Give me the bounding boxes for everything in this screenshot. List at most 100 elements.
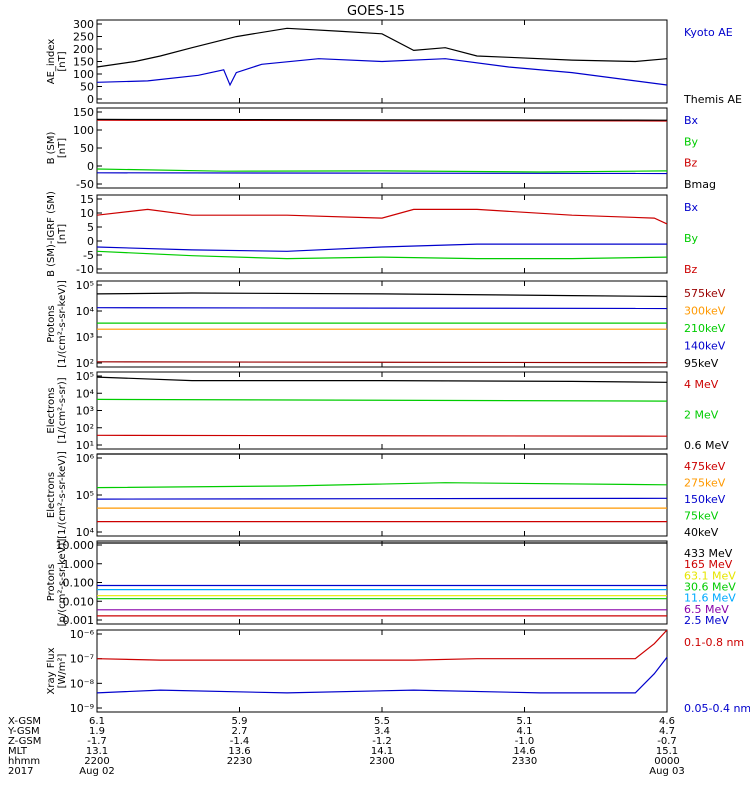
series-line-75kev	[96, 482, 668, 489]
legend-label: Bz	[684, 157, 698, 170]
y-axis-unit: [nT]	[57, 51, 68, 71]
y-tick-label: -5	[83, 249, 94, 262]
y-axis-unit: [nT]	[57, 138, 68, 158]
panel-frame	[96, 453, 668, 537]
y-tick-label: 10⁻⁹	[70, 702, 94, 715]
footer-value: 5.9	[232, 716, 248, 727]
panel-frame	[96, 540, 668, 625]
y-tick-label: 10⁴	[76, 387, 95, 400]
panel-2: 150 100 50 0 -50 B (SM) [nT] Bx By Bz Bmag	[46, 106, 716, 191]
legend-label: 210keV	[684, 322, 726, 335]
footer-row-label: X-GSM	[8, 716, 41, 727]
series-line-2-mev	[96, 398, 668, 402]
footer-value: 2230	[227, 756, 252, 767]
footer-row-label: Z-GSM	[8, 736, 41, 747]
figure-title: GOES-15	[347, 4, 405, 19]
footer-value: 0000	[654, 756, 679, 767]
y-tick-label: 5	[87, 221, 94, 234]
panel-8: 10⁻⁶ 10⁻⁷ 10⁻⁸ 10⁻⁹ Xray Flux [W/m²] 0.1-0.8 n…	[46, 628, 750, 715]
y-tick-label: 0	[87, 160, 94, 173]
y-axis-unit: [W/m²]	[57, 653, 68, 688]
y-tick-label: 10⁻⁷	[70, 653, 94, 666]
legend-label: 4 MeV	[684, 378, 719, 391]
y-tick-label: -10	[76, 263, 94, 276]
legend-label: 300keV	[684, 305, 726, 318]
panel-4: 10⁵ 10⁴ 10³ 10² Protons [1/(cm²-s-sr-keV)] 575…	[46, 279, 726, 370]
legend-label: Themis AE	[683, 93, 742, 106]
series-line-kyoto-ae	[96, 58, 668, 87]
y-tick-label: 10⁴	[76, 526, 95, 539]
legend-label: By	[684, 135, 699, 148]
y-axis-label: Electrons	[46, 472, 57, 518]
series-line-bz	[96, 119, 668, 122]
legend-label: 0.1-0.8 nm	[684, 636, 744, 649]
footer-row-label: Y-GSM	[7, 726, 40, 737]
legend-label: 275keV	[684, 477, 726, 490]
y-tick-label: 10⁻⁸	[70, 677, 95, 690]
legend-label: 11.6 MeV	[684, 592, 736, 605]
legend-label: Bx	[684, 201, 699, 214]
footer-value: -1.0	[515, 736, 535, 747]
panel-frame	[96, 629, 668, 713]
panel-6: 10⁶ 10⁵ 10⁴ Electrons [1/(cm²-s-sr-keV)] 475k…	[46, 451, 726, 539]
footer-value: 4.7	[659, 726, 675, 737]
y-tick-label: 10⁴	[76, 305, 95, 318]
y-tick-label: 150	[73, 56, 94, 69]
legend-label: 2 MeV	[684, 409, 719, 422]
footer-date-start: Aug 02	[79, 766, 114, 777]
footer-value: 1.9	[89, 726, 105, 737]
series-line-themis-ae	[96, 27, 668, 68]
legend-label: 575keV	[684, 287, 726, 300]
y-tick-label: 50	[80, 142, 94, 155]
legend-label: Bx	[684, 114, 699, 127]
y-axis-label: Electrons	[46, 387, 57, 433]
series-line-bx	[96, 172, 668, 175]
footer-value: 13.6	[228, 746, 250, 757]
footer-value: 2300	[369, 756, 394, 767]
series-line-150kev	[96, 497, 668, 500]
y-tick-label: 10⁵	[76, 279, 94, 292]
footer-year: 2017	[8, 766, 33, 777]
y-tick-label: 150	[73, 106, 94, 119]
y-tick-label: 1.000	[63, 558, 95, 571]
y-tick-label: 0	[87, 93, 94, 106]
legend-label: Bmag	[684, 178, 716, 191]
legend-label: 95keV	[684, 357, 719, 370]
series-line-bz	[96, 208, 668, 225]
y-tick-label: 300	[73, 18, 94, 31]
y-axis-unit: [nT]	[57, 224, 68, 244]
legend-label: 6.5 MeV	[684, 603, 729, 616]
footer-value: 5.5	[374, 716, 390, 727]
footer-value: 4.6	[659, 716, 675, 727]
y-axis-unit: [1/(cm²-s-sr-keV)]	[57, 451, 68, 539]
series-line-bmag	[96, 118, 668, 121]
series-line-0-1-0-8-nm	[96, 629, 668, 661]
y-tick-label: 200	[73, 43, 94, 56]
legend-label: 150keV	[684, 493, 726, 506]
footer-value: -0.7	[657, 736, 677, 747]
panel-5: 10⁵ 10⁴ 10³ 10² 10¹ Electrons [1/(cm²-s-sr)] 4 …	[46, 370, 729, 452]
y-tick-label: 10.000	[56, 539, 95, 552]
y-axis-unit: [1/(cm²-s-sr)]	[57, 377, 68, 443]
y-tick-label: 0.100	[63, 577, 95, 590]
y-axis-unit: [1/(cm²-s-sr-keV)]	[57, 280, 68, 368]
y-tick-label: 0.010	[63, 595, 95, 608]
y-axis-label: Protons	[46, 564, 57, 601]
legend-label: Bz	[684, 263, 698, 276]
legend-label: 0.05-0.4 nm	[684, 702, 750, 715]
legend-label: 140keV	[684, 340, 726, 353]
footer-value: 6.1	[89, 716, 105, 727]
series-line-bx	[96, 243, 667, 252]
legend-label: 40keV	[684, 526, 719, 539]
y-axis-label: B (SM)-IGRF (SM)	[46, 191, 57, 277]
footer-value: 2200	[84, 756, 109, 767]
footer-value: 15.1	[656, 746, 678, 757]
footer-value: 5.1	[517, 716, 533, 727]
y-tick-label: 10⁵	[76, 489, 94, 502]
footer-row-label: hhmm	[8, 756, 40, 767]
y-tick-label: 0	[87, 235, 94, 248]
footer-value: 14.6	[513, 746, 535, 757]
